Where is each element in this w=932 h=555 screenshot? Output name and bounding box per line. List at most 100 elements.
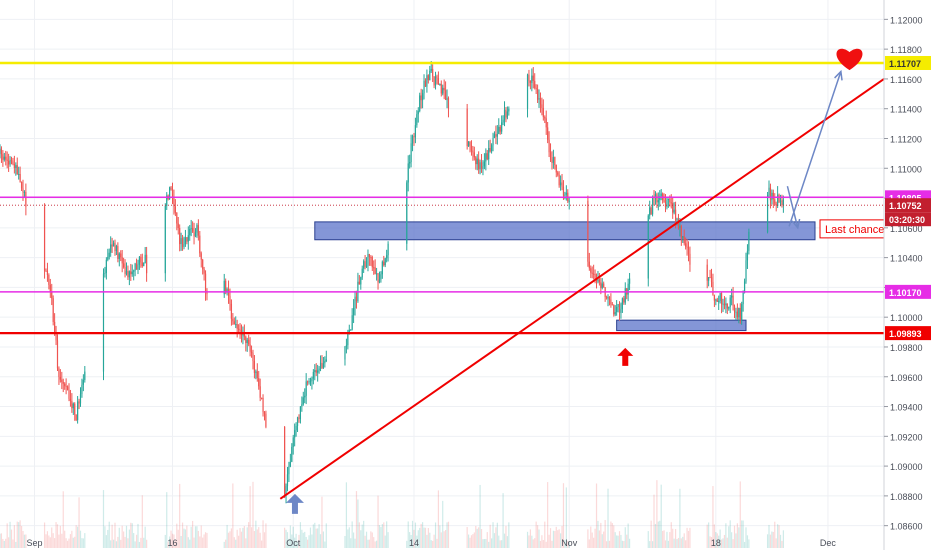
volume-bar (54, 538, 56, 548)
volume-bar (189, 539, 191, 548)
volume-bar (539, 540, 542, 548)
candle-body (235, 324, 237, 326)
volume-bar (601, 534, 603, 548)
candle-body (255, 371, 257, 373)
candle-body (291, 446, 293, 462)
volume-bars (0, 480, 784, 548)
volume-bar (110, 540, 112, 548)
candle-body (299, 406, 302, 420)
candle-body (779, 200, 782, 202)
volume-bar (236, 529, 238, 548)
candle-body (610, 299, 612, 305)
level-price-label-bg (885, 326, 931, 341)
candle-body (673, 209, 675, 213)
volume-bar (383, 522, 385, 548)
candle-body (413, 136, 415, 138)
volume-bar (555, 526, 557, 548)
volume-bar (358, 522, 360, 548)
candle-body (353, 307, 355, 316)
volume-bar (590, 526, 592, 548)
volume-bar (370, 531, 372, 548)
candle-body (442, 87, 444, 94)
candle-body (123, 263, 125, 268)
volume-bar (6, 523, 8, 548)
candle-body (472, 150, 474, 153)
volume-bar (426, 534, 428, 548)
volume-bar (617, 535, 619, 548)
candle-body (361, 268, 363, 278)
pullback-arrow-head (791, 218, 801, 230)
volume-bar (673, 538, 675, 548)
volume-bar (736, 523, 738, 548)
volume-bar (386, 521, 388, 548)
volume-bar (123, 531, 125, 548)
candle-body (493, 134, 496, 138)
candle-body (252, 353, 254, 362)
candle-body (258, 378, 260, 387)
candle-body (620, 309, 622, 313)
volume-bar (502, 493, 504, 548)
candle-body (146, 254, 148, 274)
candle-body (429, 70, 431, 81)
candle-body (233, 321, 235, 325)
volume-bar (713, 524, 715, 548)
volume-bar (141, 495, 143, 548)
candle-body (687, 247, 690, 254)
volume-bar (193, 537, 195, 548)
candle-body (719, 293, 721, 302)
candle-body (367, 254, 369, 266)
candle-body (164, 206, 166, 274)
volume-bar (423, 527, 425, 548)
candle-body (318, 368, 320, 371)
volume-bar (15, 541, 17, 548)
level-price-label-bg (885, 55, 931, 70)
candle-body (538, 98, 540, 100)
volume-bar (347, 529, 349, 548)
volume-bar (716, 533, 718, 548)
volume-bar (587, 529, 589, 548)
volume-bar (374, 541, 376, 548)
price-tick-label: 1.10000 (890, 313, 923, 323)
volume-bar (534, 538, 536, 548)
candle-body (232, 318, 234, 322)
candle-body (729, 297, 731, 307)
volume-bar (710, 537, 713, 548)
candle-body (111, 244, 113, 247)
volume-bar (348, 527, 350, 548)
candle-body (568, 200, 570, 202)
volume-bar (167, 541, 169, 548)
candle-body (64, 383, 66, 387)
candle-body (112, 242, 115, 247)
candle-body (51, 291, 53, 299)
candle-body (470, 145, 473, 151)
volume-bar (289, 525, 291, 548)
volume-bar (13, 525, 15, 548)
volume-bar (708, 522, 710, 548)
candle-body (363, 261, 365, 269)
volume-bar (373, 537, 375, 548)
volume-bar (558, 529, 560, 548)
candle-body (616, 307, 618, 313)
price-tick-label: 1.11600 (890, 75, 922, 85)
volume-bar (292, 526, 294, 548)
candle-body (8, 160, 10, 165)
candle-body (492, 137, 494, 146)
volume-bar (538, 529, 540, 548)
candle-body (321, 362, 323, 368)
volume-bar (489, 524, 491, 548)
volume-bar (748, 539, 750, 548)
candle-body (713, 295, 715, 301)
volume-bar (179, 483, 181, 548)
volume-bar (364, 535, 366, 548)
candle-body (430, 68, 432, 71)
volume-bar (588, 539, 590, 548)
candle-body (114, 242, 116, 252)
volume-bar (226, 524, 228, 548)
volume-bar (365, 531, 368, 548)
candle-body (738, 308, 740, 318)
candle-body (22, 188, 24, 193)
candle-body (534, 80, 536, 88)
candle-body (414, 125, 417, 138)
